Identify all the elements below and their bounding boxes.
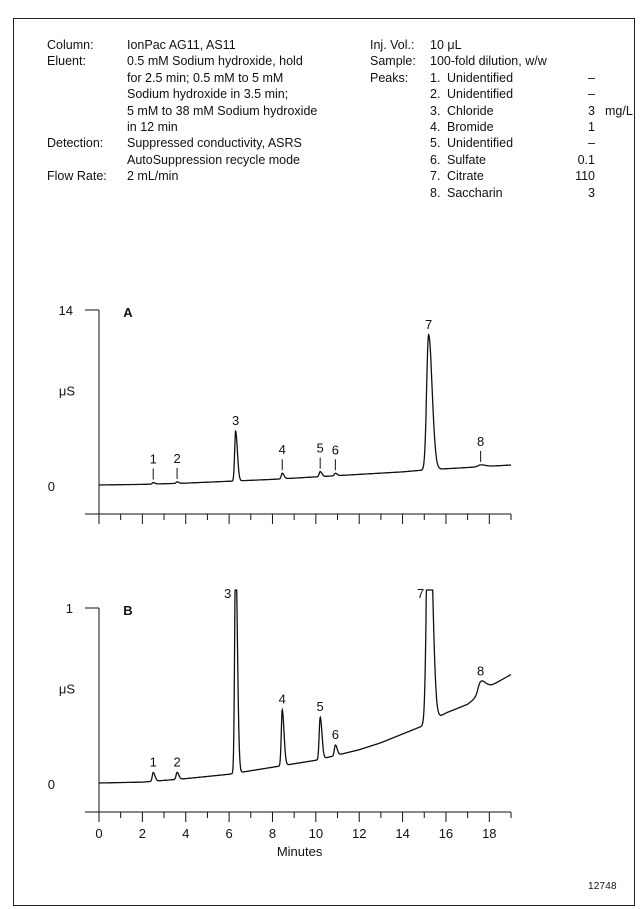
figure-id: 12748 [588,881,617,892]
peak-number: 2. [430,87,441,102]
sample-label: Sample: [370,54,416,69]
peak-amount: 110 [575,169,595,184]
peak-amount: 0.1 [577,152,595,167]
peak-label: 4 [279,692,286,707]
peak-label: 5 [317,699,324,714]
peak-number: 4. [430,120,441,134]
sample-value: 100-fold dilution, w/w [430,54,547,69]
peak-label: 6 [332,442,339,457]
peak-label: 3 [232,413,239,428]
y-tick-label: 0 [48,479,55,494]
peak-number: 1. [430,70,441,85]
panel-label: B [123,603,132,618]
peak-name: Chloride [447,103,494,118]
peak-number: 3. [430,103,441,118]
peak-number: 6. [430,152,441,167]
peak-label: 8 [477,664,484,679]
condition-label: Column: [47,38,94,52]
inj-vol-label: Inj. Vol.: [370,38,415,52]
peak-name: Citrate [447,169,484,184]
peak-label: 2 [173,754,180,769]
x-tick-label: 18 [482,826,496,841]
peak-amount: 3 [588,103,595,118]
x-tick-label: 6 [225,826,232,841]
peak-label: 1 [150,452,157,467]
figure-frame [13,18,635,906]
condition-value: AutoSuppression recycle mode [127,152,301,167]
peak-number: 7. [430,169,441,184]
peak-label: 4 [279,442,286,457]
condition-value: 2 mL/min [127,169,179,184]
peak-label: 7 [425,317,432,332]
peak-number: 8. [430,185,441,200]
x-tick-label: 10 [309,826,323,841]
condition-label: Flow Rate: [47,169,107,184]
chromatogram-trace [99,589,512,784]
peak-amount: – [588,87,595,102]
panel-label: A [123,305,133,320]
peak-amount: – [588,70,595,85]
peak-label: 7 [417,586,424,601]
y-tick-label: 0 [48,777,55,792]
peaks-label: Peaks: [370,70,409,85]
peak-label: 2 [173,451,180,466]
condition-label: Eluent: [47,54,86,69]
y-axis-label: μS [59,384,75,399]
x-tick-label: 4 [182,826,189,841]
peak-name: Unidentified [447,136,514,151]
peak-number: 5. [430,136,441,151]
peak-label: 3 [224,586,231,601]
peak-amount: 1 [588,120,595,134]
x-axis-label: Minutes [277,844,323,859]
peak-amount: 3 [588,185,595,200]
condition-label: Detection: [47,136,104,151]
condition-value: IonPac AG11, AS11 [127,38,236,52]
peak-name: Bromide [447,120,494,134]
condition-value: for 2.5 min; 0.5 mM to 5 mM [127,70,284,85]
y-tick-label: 14 [59,303,73,318]
peak-unit: mg/L [605,103,633,118]
x-tick-label: 12 [352,826,366,841]
x-tick-label: 2 [139,826,146,841]
peak-label: 8 [477,434,484,449]
peak-amount: – [588,136,595,151]
peak-name: Saccharin [447,185,503,200]
condition-value: in 12 min [127,120,178,134]
peak-label: 1 [150,755,157,770]
y-axis-label: μS [59,682,75,697]
x-tick-label: 16 [439,826,453,841]
x-tick-label: 14 [395,826,409,841]
inj-vol-value: 10 μL [430,38,462,52]
y-tick-label: 1 [66,601,73,616]
x-tick-label: 8 [269,826,276,841]
condition-value: 0.5 mM Sodium hydroxide, hold [127,54,303,69]
peak-label: 6 [332,727,339,742]
peak-name: Sulfate [447,152,486,167]
x-tick-label: 0 [95,826,102,841]
peak-name: Unidentified [447,70,514,85]
condition-value: Sodium hydroxide in 3.5 min; [127,87,289,102]
peak-label: 5 [317,441,324,456]
peak-name: Unidentified [447,87,514,102]
condition-value: 5 mM to 38 mM Sodium hydroxide [127,103,318,118]
chromatogram-trace [99,333,511,486]
chromatography-conditions: Column: IonPac AG11, AS11 Eluent: 0.5 mM So… [0,0,642,260]
condition-value: Suppressed conductivity, ASRS [127,136,302,151]
